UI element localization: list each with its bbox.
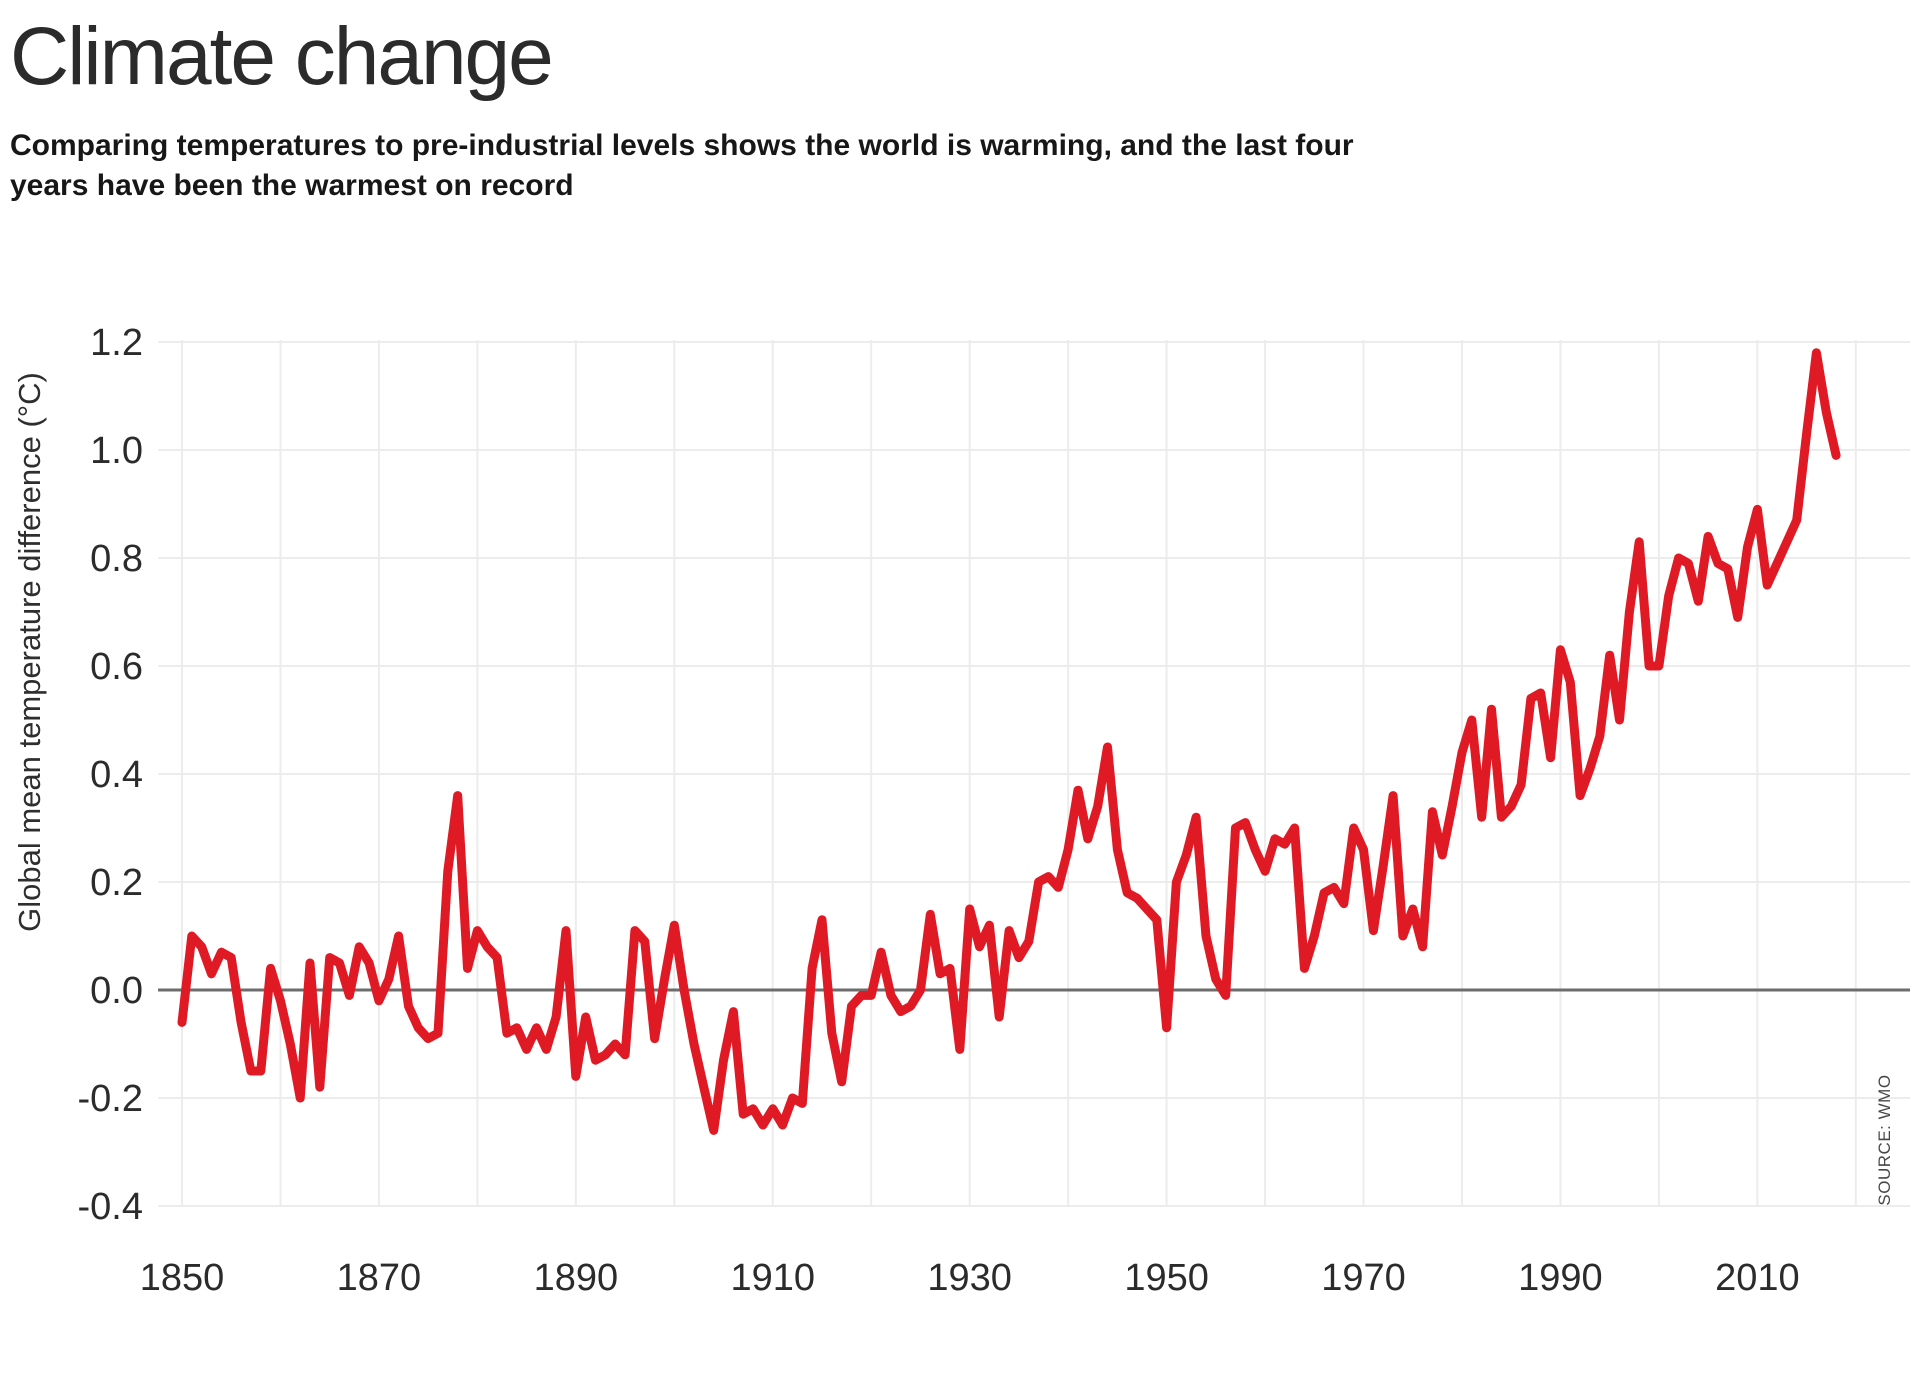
header: Climate change Comparing temperatures to… bbox=[10, 11, 1890, 206]
x-tick-label: 1970 bbox=[1321, 1257, 1406, 1299]
gridlines-group bbox=[158, 340, 1910, 1207]
subtitle-line-2: years have been the warmest on record bbox=[10, 168, 574, 202]
x-tick-label: 1890 bbox=[534, 1257, 619, 1299]
x-tick-label: 1990 bbox=[1518, 1257, 1603, 1299]
y-tick-label: 1.0 bbox=[90, 430, 143, 472]
y-tick-label: -0.2 bbox=[78, 1078, 143, 1120]
axis-title-group: Global mean temperature difference (°C) bbox=[12, 372, 47, 932]
y-tick-label: 0.0 bbox=[90, 970, 143, 1012]
y-tick-label: -0.4 bbox=[78, 1186, 143, 1228]
x-tick-labels-group: 1850 1870 1890 1910 1930 1950 1970 1990 2010 bbox=[140, 1257, 1800, 1299]
chart-subtitle: Comparing temperatures to pre-industrial… bbox=[10, 126, 1510, 206]
x-tick-label: 1870 bbox=[337, 1257, 422, 1299]
x-tick-label: 1930 bbox=[927, 1257, 1012, 1299]
page-title: Climate change bbox=[10, 11, 554, 102]
y-tick-label: 0.4 bbox=[90, 754, 143, 796]
y-tick-label: 0.8 bbox=[90, 538, 143, 580]
temperature-line bbox=[177, 348, 1841, 1135]
y-tick-label: 0.2 bbox=[90, 862, 143, 904]
x-tick-label: 1850 bbox=[140, 1257, 225, 1299]
y-axis-title: Global mean temperature difference (°C) bbox=[12, 372, 47, 932]
subtitle-line-1: Comparing temperatures to pre-industrial… bbox=[10, 129, 1354, 163]
temperature-line-group bbox=[177, 348, 1841, 1135]
y-tick-labels-group: 1.2 1.0 0.8 0.6 0.4 0.2 0.0 -0.2 -0.4 bbox=[78, 322, 143, 1228]
y-tick-label: 1.2 bbox=[90, 322, 143, 364]
x-tick-label: 2010 bbox=[1715, 1257, 1800, 1299]
x-tick-label: 1910 bbox=[730, 1257, 815, 1299]
x-tick-label: 1950 bbox=[1124, 1257, 1209, 1299]
source-group: SOURCE: WMO bbox=[1875, 1074, 1894, 1205]
y-tick-label: 0.6 bbox=[90, 646, 143, 688]
source-credit: SOURCE: WMO bbox=[1875, 1074, 1894, 1205]
